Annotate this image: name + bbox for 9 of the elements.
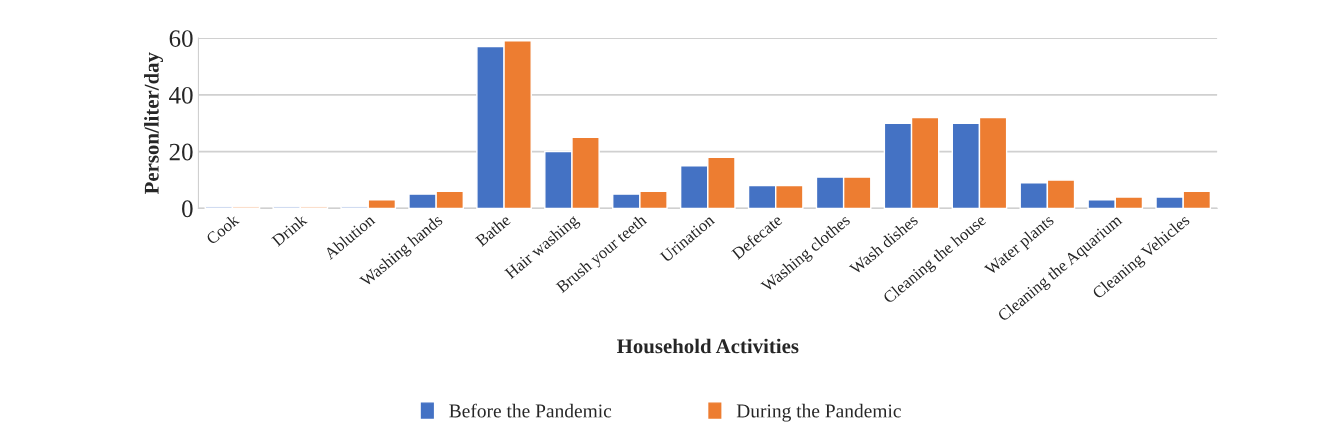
y-tick-label: 0 xyxy=(182,200,193,218)
x-axis-title: Household Activities xyxy=(617,338,799,354)
x-tick-label: Cook xyxy=(205,213,240,245)
legend-label: Before the Pandemic xyxy=(449,403,612,418)
y-tick-label: 40 xyxy=(169,86,193,104)
y-tick-label: 60 xyxy=(169,30,193,47)
y-axis-title: Person/liter/day xyxy=(144,52,164,195)
legend-label: During the Pandemic xyxy=(736,403,901,422)
y-tick-label: 20 xyxy=(169,143,193,161)
